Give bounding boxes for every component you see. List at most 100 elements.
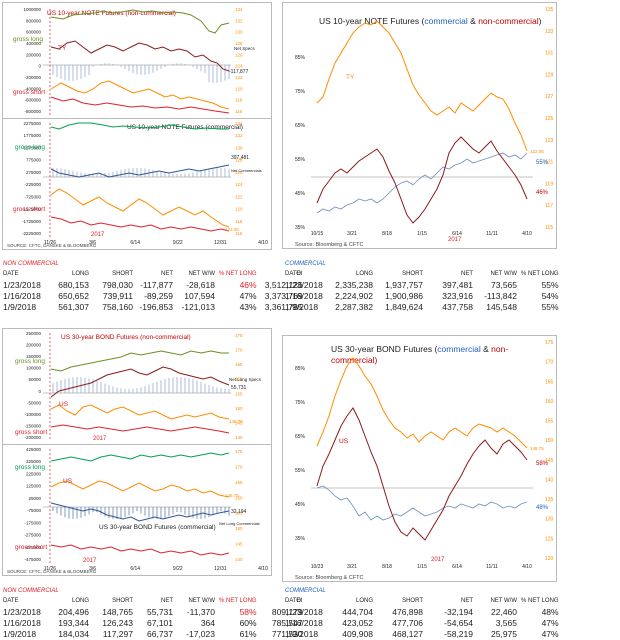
column-header: % NET LONG	[219, 597, 257, 604]
table-cell: 1/9/2018	[3, 628, 37, 639]
y-tick-right: 145	[545, 458, 554, 464]
table-cell: 2,335,238	[335, 279, 373, 290]
table-cell: 47%	[541, 617, 559, 628]
table-row: 1/16/2018 423,052 477,706 -54,654 3,565 47%	[283, 617, 561, 628]
table-cell: 1/9/2018	[285, 628, 319, 639]
y-tick-right: 124	[235, 64, 243, 69]
table-row: 1/16/2018 650,652 739,911 -89,259 107,594 47%…	[1, 290, 305, 301]
y-tick-right: 125	[545, 116, 554, 122]
source-label: SOURCE: CFTC, DANSKE & BLOOMBERG	[7, 243, 97, 248]
y-tick-left: 425000	[26, 447, 42, 452]
y-tick-right: 155	[235, 391, 243, 396]
y-tick-right: 120	[235, 86, 243, 91]
y-tick-right: 120	[545, 556, 554, 562]
x-tick: 3/21	[347, 564, 357, 570]
y-tick-left: 65%	[295, 434, 306, 440]
x-tick: 6/14	[130, 240, 140, 246]
x-tick: 4/10	[258, 566, 268, 572]
y-tick-right: 134	[235, 121, 243, 126]
y-tick-left: -175000	[24, 520, 41, 525]
year-label: 2017	[93, 436, 107, 442]
x-tick: 11/11	[486, 564, 498, 570]
gross-short-red-line	[50, 96, 230, 114]
column-header: % NET LONG	[521, 270, 559, 277]
table-cell: 55%	[541, 301, 559, 312]
y-tick-right: 124	[235, 182, 243, 187]
y-tick-right: 118	[235, 98, 243, 103]
x-tick: 1/15	[417, 564, 427, 570]
table-cell: 423,052	[342, 617, 373, 628]
table-cell: 1/16/2018	[3, 617, 41, 628]
table-cell: -113,842	[484, 290, 517, 301]
y-tick-right: 116	[235, 231, 243, 236]
table-cell: 148,765	[102, 606, 133, 617]
title-part: non-commercial	[478, 16, 539, 26]
table-row: 1/23/2018 204,496 148,765 55,731 -11,370 58% 8…	[1, 606, 305, 617]
commercial-line	[316, 485, 528, 521]
x-tick: 8/18	[382, 231, 392, 237]
year-label: 2017	[448, 237, 462, 243]
title-part: &	[468, 16, 478, 26]
gross-short-line	[50, 404, 230, 420]
table-cell: 680,153	[58, 279, 89, 290]
column-header: LONG	[71, 270, 89, 277]
net-bars	[52, 377, 230, 393]
y-tick-right: 160	[235, 495, 243, 500]
y-tick-left: 325000	[26, 459, 42, 464]
noncommercial-line	[316, 136, 528, 224]
net-bars	[52, 168, 230, 177]
y-tick-left: -200000	[24, 435, 41, 440]
y-tick-left: -725000	[24, 194, 41, 199]
price-line	[50, 480, 230, 498]
y-tick-left: -225000	[24, 182, 41, 187]
x-tick: 11/26	[44, 240, 56, 246]
table-header-row: DATE LONG SHORT NET NET W/W % NET LONG	[283, 595, 561, 606]
source-label: SOURCE: CFTC, DANSKE & BLOOMBERG	[7, 569, 97, 574]
y-tick-right: 165	[545, 379, 554, 385]
bond-noncommercial-chart: 250000 200000 150000 100000 50000 0 -50000 -100…	[2, 328, 272, 445]
bond-noncommercial-table: DATE LONG SHORT NET NET W/W % NET LONG OI 1/23/…	[1, 595, 305, 639]
x-tick: 4/10	[258, 240, 268, 246]
table-header-row: DATE LONG SHORT NET NET W/W % NET LONG OI	[1, 595, 305, 606]
y-tick-right: 129	[545, 72, 554, 78]
gross-short-label: gross short	[13, 89, 45, 96]
column-header: SHORT	[402, 597, 423, 604]
table-row: 1/23/2018 2,335,238 1,937,757 397,481 73,565…	[283, 279, 561, 290]
x-tick: 9/22	[173, 240, 183, 246]
table-cell: 107,594	[184, 290, 215, 301]
table-row: 1/16/2018 2,224,902 1,900,986 323,916 -113,8…	[283, 290, 561, 301]
y-tick-left: -400000	[24, 86, 41, 91]
y-tick-left: 600000	[26, 30, 42, 35]
y-tick-right: 122	[235, 194, 243, 199]
gross-short-label: gross short	[15, 429, 47, 436]
column-header: NET W/W	[490, 597, 517, 604]
noncommercial-pct-label: 58%	[536, 461, 549, 467]
table-cell: 61%	[239, 628, 257, 639]
y-tick-right: 175	[235, 333, 243, 338]
y-tick-left: 75%	[295, 89, 306, 95]
y-tick-left: -150000	[24, 423, 41, 428]
commercial-section-label: COMMERCIAL	[285, 588, 326, 594]
bond-combined-chart: 85% 75% 65% 55% 45% 35% 175 170 165 160 155 150 145…	[282, 335, 557, 582]
note-noncommercial-chart: 1000000 800000 600000 400000 200000 0 -200000 -…	[2, 2, 272, 119]
y-tick-left: -1225000	[22, 207, 42, 212]
title-part: )	[539, 16, 542, 26]
price-value-label: 122.05	[225, 227, 239, 232]
y-tick-left: -275000	[24, 533, 41, 538]
source-label: Source: Bloomberg & CFTC	[295, 242, 363, 248]
y-tick-right: 165	[235, 362, 243, 367]
x-tick: 6/14	[130, 566, 140, 572]
commercial-line	[316, 152, 528, 214]
chart-title: US 10-year NOTE Futures (commercial & no…	[319, 16, 542, 26]
table-row: 1/9/2018 2,287,382 1,849,624 437,758 145,548…	[283, 301, 561, 312]
column-header: NET	[461, 597, 473, 604]
table-cell: 1/23/2018	[3, 606, 41, 617]
table-row: 1/9/2018 409,908 468,127 -58,219 25,975 47%	[283, 628, 561, 639]
column-header: NET	[161, 597, 173, 604]
ty-price-line	[316, 20, 528, 152]
table-cell: -28,618	[186, 279, 215, 290]
y-tick-right: 140	[545, 477, 554, 483]
year-label: 2017	[91, 232, 105, 238]
y-tick-right: 160	[545, 399, 554, 405]
x-tick: 3/6	[89, 566, 96, 572]
